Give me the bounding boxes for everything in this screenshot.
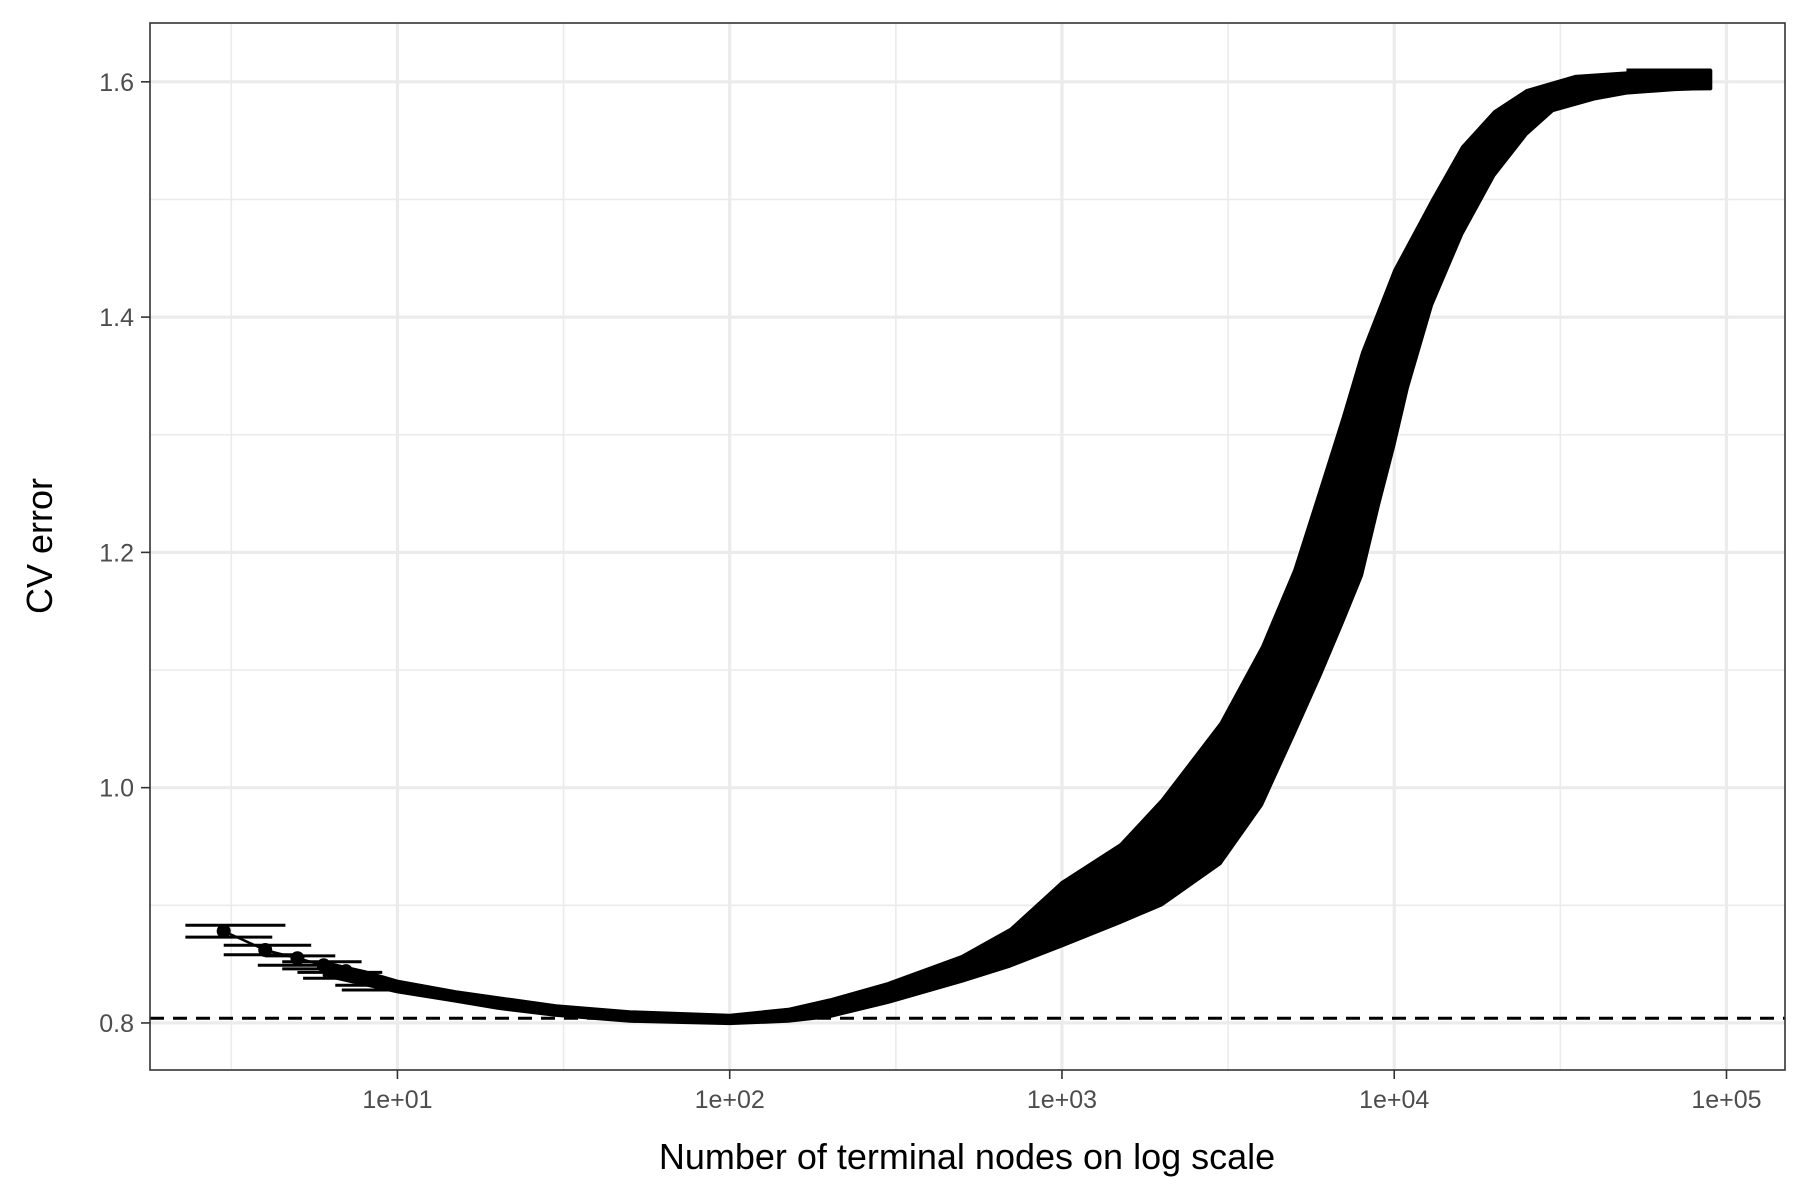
cv-error-band <box>322 69 1713 1026</box>
x-axis-ticks: 1e+01 1e+02 1e+03 1e+04 1e+05 <box>362 1070 1762 1114</box>
y-tick-label: 0.8 <box>99 1010 134 1038</box>
data-marks <box>150 68 1785 1026</box>
x-tick-label: 1e+02 <box>695 1086 765 1114</box>
cv-error-point <box>216 924 231 939</box>
y-tick-label: 1.2 <box>99 539 134 567</box>
y-tick-label: 1.4 <box>99 304 134 332</box>
minor-gridlines <box>150 23 1785 1070</box>
x-tick-label: 1e+05 <box>1691 1086 1761 1114</box>
cv-error-point <box>290 951 305 966</box>
x-tick-label: 1e+03 <box>1027 1086 1097 1114</box>
y-tick-label: 1.0 <box>99 775 134 803</box>
plot-panel-border <box>149 22 1786 1071</box>
x-tick-label: 1e+04 <box>1359 1086 1429 1114</box>
cv-error-point <box>338 964 353 979</box>
major-gridlines <box>150 23 1785 1070</box>
y-axis-ticks: 0.8 1.0 1.2 1.4 1.6 <box>99 69 150 1038</box>
y-tick-label: 1.6 <box>99 69 134 97</box>
cv-error-point <box>258 943 273 958</box>
y-axis-title: CV error <box>19 478 60 614</box>
x-axis-title: Number of terminal nodes on log scale <box>659 1136 1275 1177</box>
cv-error-point <box>358 971 373 986</box>
x-tick-label: 1e+01 <box>362 1086 432 1114</box>
cv-error-point <box>316 958 331 973</box>
